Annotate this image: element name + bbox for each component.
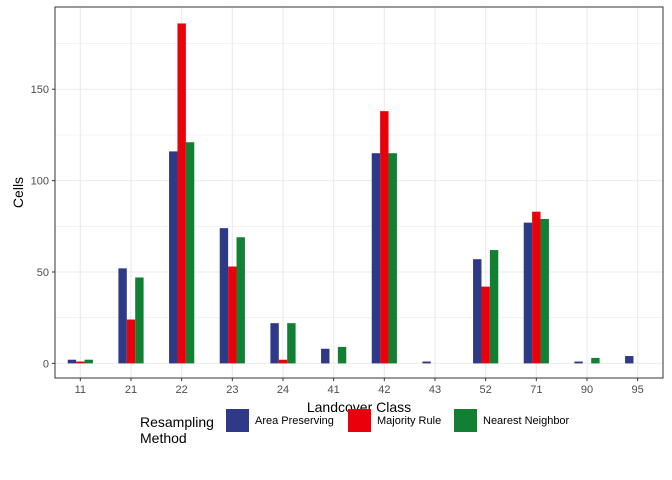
legend: Resampling Method Area Preserving Majorit…	[140, 409, 570, 446]
x-tick-label: 42	[378, 384, 390, 396]
bar-area-preserving-21	[118, 268, 127, 364]
plot-panel-border	[54, 6, 664, 379]
bar-area-preserving-52	[473, 259, 482, 364]
bar-nearest-neighbor-23	[236, 237, 245, 364]
x-tick-label: 11	[75, 384, 86, 396]
bar-nearest-neighbor-52	[489, 250, 499, 364]
bar-nearest-neighbor-71	[540, 219, 549, 364]
x-tick-label: 23	[226, 384, 238, 396]
x-tick-label: 90	[581, 384, 593, 396]
bar-majority-rule-71	[532, 211, 541, 364]
legend-key-nearest-neighbor	[454, 409, 477, 432]
bar-area-preserving-41	[321, 348, 330, 364]
x-tick-label: 41	[328, 384, 340, 396]
legend-title-line-1: Resampling	[140, 414, 214, 430]
bar-area-preserving-43	[422, 361, 431, 364]
x-axis-title: Landcover Class	[307, 399, 411, 415]
x-tick-label: 71	[530, 384, 542, 396]
legend-key-majority-rule	[348, 409, 371, 432]
bar-area-preserving-95	[625, 356, 634, 364]
bar-area-preserving-90	[574, 361, 583, 364]
bar-area-preserving-23	[219, 228, 229, 364]
bar-nearest-neighbor-24	[287, 323, 296, 364]
bar-majority-rule-22	[177, 23, 186, 364]
bar-nearest-neighbor-22	[185, 142, 195, 364]
bar-nearest-neighbor-21	[135, 277, 144, 364]
bar-nearest-neighbor-90	[591, 357, 600, 364]
legend-title-line-2: Method	[140, 430, 187, 446]
grid-lines	[55, 7, 663, 378]
bar-majority-rule-42	[380, 111, 389, 364]
x-tick-label: 95	[632, 384, 644, 396]
x-tick-label: 52	[480, 384, 492, 396]
bars	[67, 23, 634, 364]
x-tick-label: 21	[125, 384, 137, 396]
bar-majority-rule-23	[228, 266, 237, 364]
bar-area-preserving-11	[67, 359, 77, 364]
y-tick-label: 150	[31, 84, 49, 96]
y-tick-label: 50	[37, 267, 49, 279]
bar-nearest-neighbor-41	[337, 346, 347, 364]
bar-majority-rule-11	[76, 361, 85, 364]
bar-nearest-neighbor-42	[388, 153, 397, 364]
x-axis: 11 21 22 23 24 41 42 43 52 71 90 95	[75, 378, 644, 396]
y-axis: 0 50 100 150	[31, 84, 55, 370]
legend-key-area-preserving	[226, 409, 249, 432]
y-axis-title: Cells	[10, 177, 26, 208]
x-tick-label: 22	[176, 384, 188, 396]
bar-majority-rule-52	[481, 286, 490, 364]
legend-label-majority-rule: Majority Rule	[377, 415, 441, 427]
y-tick-label: 100	[31, 176, 49, 188]
bar-majority-rule-21	[126, 319, 136, 364]
x-tick-label: 43	[429, 384, 441, 396]
x-tick-label: 24	[277, 384, 289, 396]
y-tick-label: 0	[43, 358, 49, 370]
bar-area-preserving-22	[169, 151, 178, 364]
bar-majority-rule-24	[278, 359, 288, 364]
legend-label-area-preserving: Area Preserving	[255, 415, 334, 427]
bar-nearest-neighbor-11	[84, 359, 93, 364]
bar-area-preserving-42	[371, 153, 381, 364]
legend-label-nearest-neighbor: Nearest Neighbor	[483, 415, 570, 427]
bar-area-preserving-24	[270, 323, 279, 364]
bar-area-preserving-71	[523, 222, 533, 364]
